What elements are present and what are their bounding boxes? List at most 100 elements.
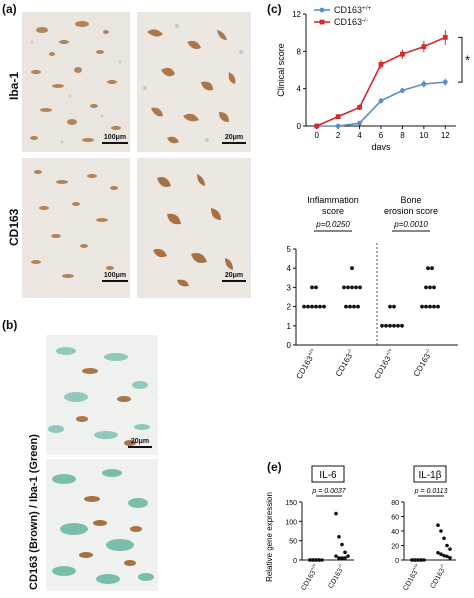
x-category-label: CD163+/+: [294, 348, 318, 381]
micrograph-cd163-high: [137, 158, 251, 298]
significance-bracket: [458, 36, 463, 83]
data-point: [317, 558, 321, 562]
data-point: [350, 266, 354, 271]
y-tick-label: 150: [285, 500, 297, 507]
data-point: [302, 304, 306, 309]
data-point: [448, 547, 452, 551]
data-point: [388, 323, 392, 328]
data-point: [439, 529, 443, 533]
row-label-iba1: Iba-1: [7, 71, 21, 100]
p-value: p=0.0250: [315, 220, 350, 229]
scalebar-iba1-low: 100μm: [102, 134, 128, 144]
x-tick-label: 8: [400, 131, 405, 140]
data-point: [311, 558, 315, 562]
data-point: [400, 323, 404, 328]
y-tick-label: 80: [391, 500, 399, 507]
scalebar-cd163-low-text: 100μm: [103, 272, 127, 279]
micrograph-iba1-high-texture: [137, 12, 251, 152]
x-tick-label: 2: [336, 131, 341, 140]
p-value: p = 0.0037: [311, 488, 346, 495]
group-title: Inflammation: [307, 195, 359, 205]
data-point: [400, 51, 405, 57]
scalebar-panel-b-bar: [128, 446, 152, 448]
micrograph-double-stain-1-texture: [46, 335, 158, 455]
data-point: [380, 323, 384, 328]
series-line-ko: [316, 36, 446, 127]
x-category-label: CD163+/+: [372, 348, 396, 381]
data-point: [357, 120, 362, 126]
data-point: [310, 304, 314, 309]
data-point: [322, 304, 326, 309]
y-tick-label: 0: [287, 341, 292, 350]
x-axis-label: days: [371, 142, 391, 150]
data-point: [439, 552, 443, 556]
y-axis-label: Clinical score: [276, 43, 286, 97]
scalebar-panel-b-text: 20μm: [130, 438, 150, 445]
y-tick-label: 20: [391, 544, 399, 551]
y-tick-label: 5: [287, 245, 292, 254]
micrograph-cd163-low-texture: [22, 158, 130, 298]
group-title: Bone: [400, 195, 421, 205]
micrograph-iba1-high: [137, 12, 251, 152]
data-point: [442, 79, 448, 85]
p-value: p = 0.0113: [414, 488, 448, 495]
y-tick-label: 50: [289, 539, 297, 546]
data-point: [334, 511, 338, 516]
data-point: [337, 535, 341, 539]
y-tick-label: 60: [391, 515, 399, 522]
data-point: [442, 553, 446, 558]
data-point: [350, 285, 354, 290]
y-tick-label: 4: [287, 264, 292, 273]
legend-marker: [319, 19, 325, 25]
gene-title-box: [311, 465, 345, 483]
data-point: [421, 44, 427, 50]
data-point: [413, 558, 417, 562]
x-category-label: CD163-/-: [326, 562, 347, 590]
scalebar-iba1-low-text: 100μm: [103, 134, 127, 141]
data-point: [384, 323, 388, 328]
y-tick-label: 1: [287, 322, 292, 331]
y-axis-label: Relative gene expression: [265, 492, 274, 582]
panel-e-label: (e): [267, 460, 282, 474]
data-point: [314, 558, 318, 562]
p-value: p=0.0010: [393, 220, 428, 229]
data-point: [306, 304, 310, 309]
scalebar-iba1-high-text: 20μm: [224, 134, 244, 141]
data-point: [400, 88, 405, 93]
data-point: [442, 34, 448, 40]
data-point: [424, 304, 428, 309]
data-point: [416, 558, 420, 562]
scalebar-panel-b: 20μm: [128, 438, 152, 448]
x-tick-label: 10: [419, 131, 428, 140]
data-point: [335, 123, 341, 129]
data-point: [352, 304, 356, 309]
legend-label: CD163-/-: [334, 17, 368, 27]
data-point: [337, 556, 341, 560]
data-point: [392, 323, 396, 328]
data-point: [410, 558, 414, 562]
data-point: [419, 558, 423, 562]
x-tick-label: 0: [314, 131, 319, 140]
group-title: erosion score: [384, 206, 438, 216]
micrograph-cd163-high-texture: [137, 158, 251, 298]
group-title: score: [322, 206, 344, 216]
scalebar-cd163-low: 100μm: [102, 272, 128, 282]
scalebar-iba1-high-bar: [222, 142, 246, 144]
gene-expression-chart: Relative gene expression IL-6 0 50 100 150 p =…: [265, 465, 456, 592]
y-tick-label: 0: [297, 122, 302, 131]
data-point: [436, 304, 440, 309]
micrograph-iba1-low: [22, 12, 130, 152]
data-point: [314, 123, 320, 129]
y-tick-label: 0: [293, 558, 297, 565]
data-point: [445, 554, 449, 559]
data-point: [348, 304, 352, 309]
clinical-score-chart: 0 2 4 6 8 10 12 0 4 8 12 days Clinical score CD163+/…: [276, 5, 470, 150]
x-tick-label: 4: [357, 131, 362, 140]
data-point: [314, 304, 318, 309]
panel-c-label: (c): [267, 2, 282, 16]
data-point: [432, 304, 436, 309]
data-point: [343, 550, 347, 555]
legend-marker: [319, 7, 325, 13]
scalebar-cd163-low-bar: [102, 280, 128, 282]
